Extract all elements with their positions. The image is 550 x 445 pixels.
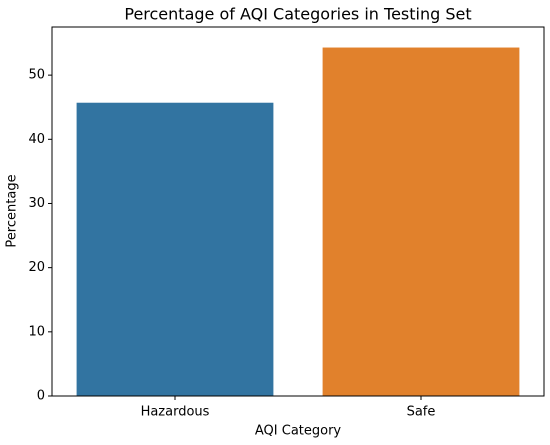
x-tick-label: Safe [407,405,436,420]
y-tick-label: 0 [37,389,45,404]
x-axis-label: AQI Category [255,424,342,439]
plot-frame [51,26,545,397]
y-tick-label: 20 [28,260,45,275]
y-axis-label: Percentage [5,174,20,247]
chart-title: Percentage of AQI Categories in Testing … [124,5,471,24]
x-tick-label: Hazardous [141,405,210,420]
y-tick-label: 40 [28,132,45,147]
y-tick-label: 10 [28,324,45,339]
bar [76,102,274,396]
y-tick-label: 50 [28,68,45,83]
bar [322,47,520,397]
y-tick-label: 30 [28,196,45,211]
